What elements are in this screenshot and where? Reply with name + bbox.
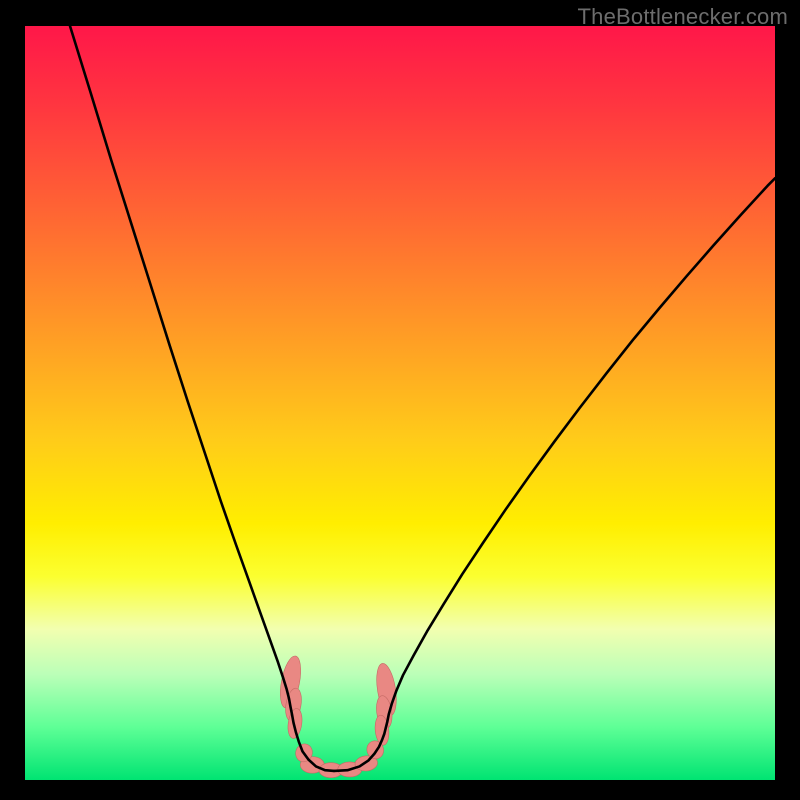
chart-stage: TheBottlenecker.com <box>0 0 800 800</box>
watermark-text: TheBottlenecker.com <box>578 4 788 30</box>
chart-svg <box>25 26 775 780</box>
gradient-background <box>25 26 775 780</box>
plot-area <box>25 26 775 780</box>
